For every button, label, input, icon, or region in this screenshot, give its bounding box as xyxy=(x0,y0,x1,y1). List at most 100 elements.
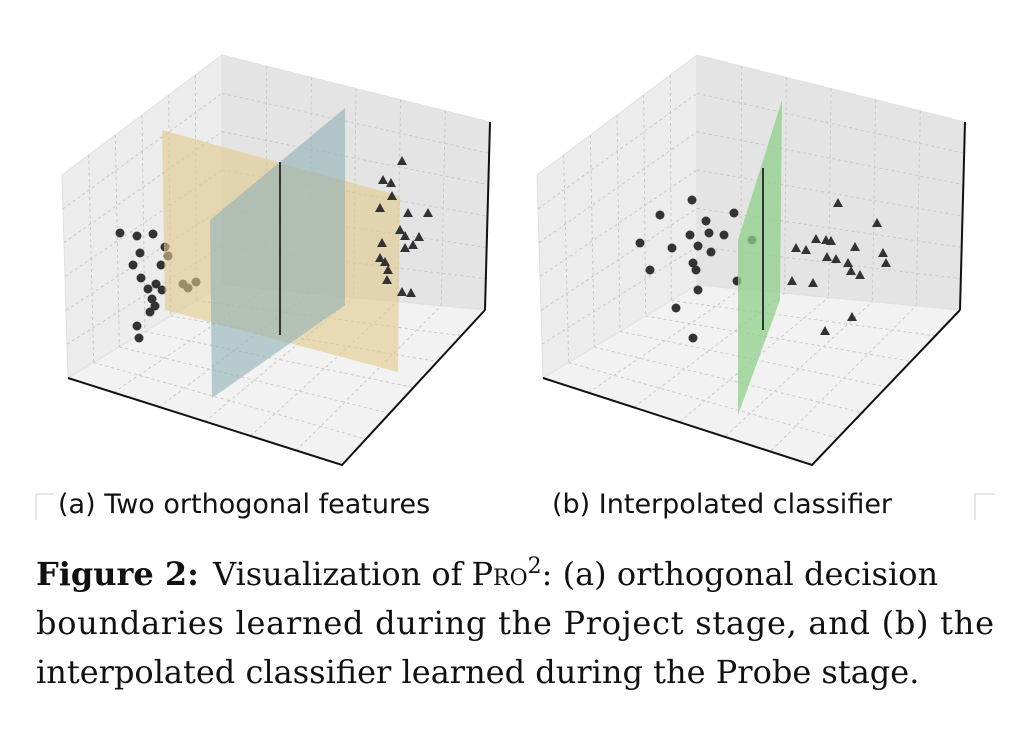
point xyxy=(667,243,677,253)
point xyxy=(382,275,392,284)
point xyxy=(145,307,155,317)
grid-line xyxy=(93,362,366,440)
caption-line: interpolated classifier learned during t… xyxy=(36,653,919,691)
caption-text: : (a) orthogonal decision xyxy=(542,555,938,593)
point xyxy=(688,258,698,268)
point xyxy=(397,287,407,296)
grid-line xyxy=(784,77,787,294)
point xyxy=(378,175,388,184)
axis xyxy=(959,121,966,311)
grid-line xyxy=(113,288,267,393)
plane-blue xyxy=(210,108,345,398)
point xyxy=(128,260,138,270)
point xyxy=(791,243,801,252)
grid-line xyxy=(915,110,921,306)
subcaption: (a) Two orthogonal features xyxy=(58,489,430,520)
point xyxy=(693,241,703,251)
point xyxy=(645,265,655,275)
grid-line xyxy=(295,305,442,451)
point xyxy=(808,278,818,287)
point xyxy=(150,301,160,311)
point xyxy=(872,218,882,227)
grid-line xyxy=(541,246,698,345)
point xyxy=(383,265,393,274)
point xyxy=(400,231,410,240)
point xyxy=(855,270,865,279)
point xyxy=(847,312,857,321)
point xyxy=(811,234,821,243)
grid-line xyxy=(594,346,865,414)
grid-line xyxy=(740,66,743,290)
point xyxy=(801,245,811,254)
point xyxy=(693,285,703,295)
point xyxy=(655,210,665,220)
point xyxy=(843,258,853,267)
grid-line xyxy=(65,207,223,311)
point xyxy=(135,248,145,258)
grid-line xyxy=(643,94,647,317)
point xyxy=(704,228,714,238)
points-triangles xyxy=(787,198,891,335)
frame-corners xyxy=(35,493,995,520)
grid-line xyxy=(696,207,962,248)
point xyxy=(134,333,144,343)
grid-line xyxy=(871,99,877,302)
point xyxy=(719,230,729,240)
plane-green xyxy=(738,100,782,415)
point xyxy=(846,266,856,275)
point xyxy=(826,236,836,245)
axis xyxy=(542,309,961,467)
caption-line: Figure 2: Visualization of Pro2: (a) ortho… xyxy=(36,554,938,593)
point xyxy=(878,248,888,257)
grid-line xyxy=(588,288,742,393)
point xyxy=(151,279,161,289)
point xyxy=(403,208,413,217)
point xyxy=(822,252,832,261)
point xyxy=(787,276,797,285)
point xyxy=(395,225,405,234)
point xyxy=(400,243,410,252)
point xyxy=(850,242,860,251)
grid-line xyxy=(204,297,354,422)
grid-line xyxy=(440,110,446,306)
caption-line: boundaries learned during the Project st… xyxy=(36,604,994,642)
point xyxy=(397,156,407,165)
panel-a xyxy=(61,54,491,467)
point xyxy=(115,228,125,238)
point xyxy=(831,254,841,263)
grid-line xyxy=(119,346,390,414)
point xyxy=(148,229,158,239)
point xyxy=(687,195,697,205)
point xyxy=(701,216,711,226)
point xyxy=(685,230,695,240)
caption-sup: 2 xyxy=(528,554,542,579)
panel-b xyxy=(536,54,966,467)
point xyxy=(406,288,416,297)
pane xyxy=(696,54,966,311)
point xyxy=(691,265,701,275)
grid-line xyxy=(540,207,698,311)
point xyxy=(375,253,385,262)
point xyxy=(408,240,418,249)
point xyxy=(635,238,645,248)
point xyxy=(132,321,142,331)
point xyxy=(706,247,716,257)
point xyxy=(881,258,891,267)
point xyxy=(380,257,390,266)
point xyxy=(820,326,830,335)
point xyxy=(156,260,166,270)
points-triangles xyxy=(375,156,433,297)
point xyxy=(375,203,385,212)
grid-line xyxy=(265,66,268,290)
point xyxy=(833,198,843,207)
axis xyxy=(484,121,491,311)
grid-line xyxy=(770,305,917,451)
axis xyxy=(67,309,486,467)
point xyxy=(671,303,681,313)
point xyxy=(688,333,698,343)
caption-name: Pro xyxy=(472,555,528,593)
point xyxy=(386,178,396,187)
point xyxy=(143,284,153,294)
point xyxy=(729,208,739,218)
